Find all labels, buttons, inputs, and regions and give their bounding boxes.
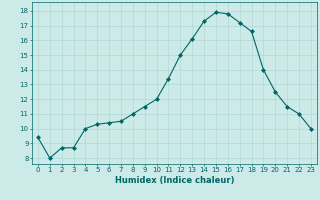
X-axis label: Humidex (Indice chaleur): Humidex (Indice chaleur) (115, 176, 234, 185)
